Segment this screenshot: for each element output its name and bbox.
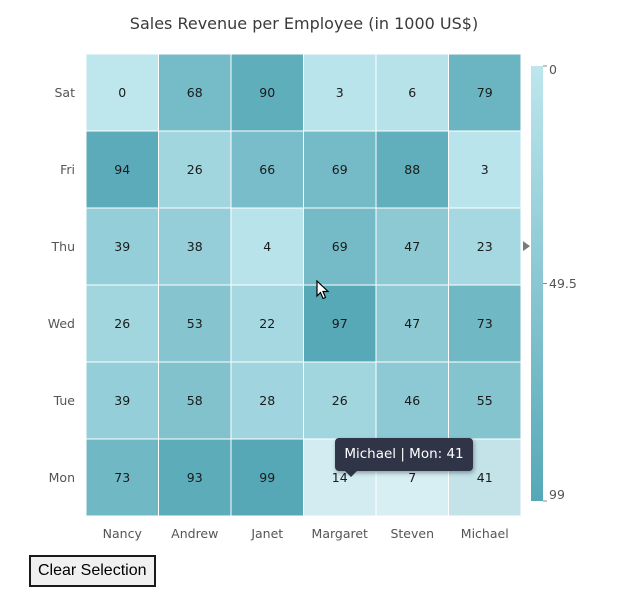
heatmap-cell[interactable]: [85, 207, 159, 286]
cell-value-label: 22: [259, 316, 275, 331]
chart-title: Sales Revenue per Employee (in 1000 US$): [129, 14, 479, 33]
y-axis-label: Mon: [49, 470, 75, 485]
x-axis-label: Margaret: [312, 526, 369, 541]
tooltip-text: Michael | Mon: 41: [344, 446, 464, 462]
cell-value-label: 97: [332, 316, 348, 331]
y-axis-label: Tue: [53, 393, 76, 408]
heatmap-cell[interactable]: [230, 438, 304, 517]
cell-value-label: 23: [477, 239, 493, 254]
cell-value-label: 28: [259, 393, 275, 408]
x-axis-label: Janet: [250, 526, 283, 541]
legend-label: 49.5: [549, 276, 577, 291]
cell-value-label: 66: [259, 162, 275, 177]
cell-value-label: 39: [114, 239, 130, 254]
cell-value-label: 68: [187, 85, 203, 100]
cell-value-label: 46: [404, 393, 420, 408]
cell-value-label: 79: [477, 85, 493, 100]
cell-value-label: 47: [404, 316, 420, 331]
x-axis-label: Andrew: [171, 526, 218, 541]
cell-value-label: 26: [187, 162, 203, 177]
cell-value-label: 58: [187, 393, 203, 408]
heatmap-cell[interactable]: [375, 53, 449, 132]
heatmap-cell[interactable]: [230, 130, 304, 209]
cell-tooltip: Michael | Mon: 41: [335, 438, 473, 477]
cell-value-label: 3: [481, 162, 489, 177]
cell-value-label: 0: [118, 85, 126, 100]
cell-value-label: 53: [187, 316, 203, 331]
cell-value-label: 38: [187, 239, 203, 254]
heatmap-cell[interactable]: [448, 284, 522, 363]
heatmap-cell[interactable]: [230, 207, 304, 286]
cell-value-label: 88: [404, 162, 420, 177]
cell-value-label: 41: [477, 470, 493, 485]
y-axis-label: Thu: [51, 239, 75, 254]
heatmap-cell[interactable]: [448, 207, 522, 286]
x-axis-label: Steven: [390, 526, 434, 541]
heatmap-cell[interactable]: [158, 130, 232, 209]
heatmap-cell[interactable]: [85, 361, 159, 440]
cell-value-label: 26: [114, 316, 130, 331]
tooltip-arrow: [345, 471, 357, 477]
cell-value-label: 39: [114, 393, 130, 408]
cell-value-label: 69: [332, 239, 348, 254]
x-axis-label: Nancy: [103, 526, 143, 541]
legend-label: 99: [549, 487, 565, 502]
cell-value-label: 47: [404, 239, 420, 254]
heatmap-cell[interactable]: [85, 438, 159, 517]
cell-value-label: 90: [259, 85, 275, 100]
cell-value-label: 3: [336, 85, 344, 100]
cell-value-label: 94: [114, 162, 130, 177]
y-axis-label: Sat: [55, 85, 76, 100]
y-axis-label: Fri: [60, 162, 75, 177]
legend-label: 0: [549, 62, 557, 77]
cell-value-label: 4: [263, 239, 271, 254]
cell-value-label: 99: [259, 470, 275, 485]
legend-color-bar: [531, 66, 543, 501]
heatmap-cell[interactable]: [448, 53, 522, 132]
heatmap-cell[interactable]: [303, 284, 377, 363]
cell-value-label: 93: [187, 470, 203, 485]
heatmap-cell[interactable]: [375, 361, 449, 440]
heatmap-cell[interactable]: [230, 361, 304, 440]
x-axis-label: Michael: [461, 526, 509, 541]
cell-value-label: 69: [332, 162, 348, 177]
heatmap-cell[interactable]: [448, 130, 522, 209]
mouse-pointer-icon: [316, 280, 330, 300]
cell-value-label: 7: [408, 470, 416, 485]
cell-value-label: 73: [114, 470, 130, 485]
cell-value-label: 73: [477, 316, 493, 331]
heatmap-cell[interactable]: [303, 361, 377, 440]
heatmap-cell[interactable]: [85, 130, 159, 209]
clear-selection-button[interactable]: Clear Selection: [29, 555, 156, 587]
heatmap-cell[interactable]: [375, 130, 449, 209]
legend-pointer-icon: [523, 241, 530, 252]
cell-value-label: 26: [332, 393, 348, 408]
cell-value-label: 14: [332, 470, 348, 485]
heatmap-cell[interactable]: [158, 207, 232, 286]
cell-value-label: 6: [408, 85, 416, 100]
cell-value-label: 55: [477, 393, 493, 408]
heatmap-cell[interactable]: [158, 438, 232, 517]
y-axis-label: Wed: [48, 316, 75, 331]
heatmap-cell[interactable]: [85, 284, 159, 363]
